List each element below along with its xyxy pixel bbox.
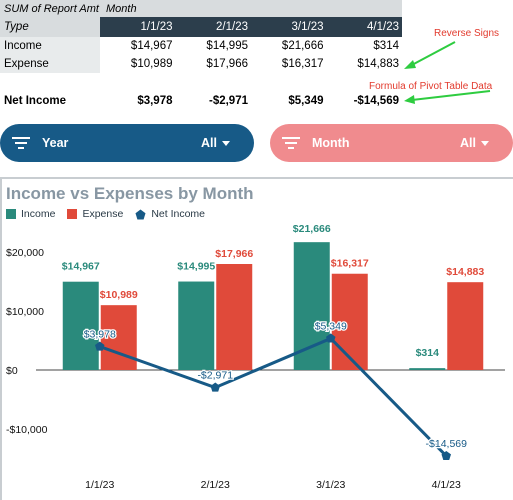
income-data-label: $14,967 (62, 261, 100, 273)
formula-note: Formula of Pivot Table Data (369, 81, 493, 92)
pivot-row-label: Income (0, 37, 100, 55)
chart-plot: $20,000 $10,000 $0 -$10,000 $14,967 $10,989 1/… (6, 225, 505, 491)
net-income-point (441, 451, 451, 460)
pivot-values-label: SUM of Report Amt (4, 2, 99, 15)
expense-bar (447, 282, 484, 370)
pivot-cell[interactable]: $14,883 (357, 58, 399, 70)
y-tick-label: $0 (6, 365, 18, 377)
pivot-column-header: 3/1/23 (291, 21, 324, 33)
pivot-row-income: Income $14,967 $14,995 $21,666 $314 (0, 37, 402, 55)
x-tick-label: 2/1/23 (201, 479, 230, 491)
net-income-point (95, 341, 105, 351)
chart-area[interactable] (0, 177, 513, 500)
month-slicer[interactable]: Month All (270, 124, 513, 162)
year-slicer-value: All (201, 136, 217, 150)
month-slicer-label: Month (312, 136, 350, 150)
net-income-line (99, 336, 448, 458)
pivot-cell[interactable]: $14,995 (206, 40, 248, 52)
pivot-cell[interactable]: $21,666 (281, 40, 324, 52)
net-income-row: Net Income $3,978 -$2,971 $5,349 -$14,56… (0, 91, 402, 111)
x-tick-label: 3/1/23 (316, 479, 345, 491)
pivot-cell[interactable]: $314 (373, 40, 399, 52)
net-income-label: Net Income (4, 95, 66, 107)
chart-legend: Income Expense Net Income (6, 208, 217, 220)
legend-item-net-income: Net Income (135, 208, 205, 220)
pivot-column-header: 4/1/23 (367, 21, 399, 33)
pivot-cell[interactable]: $17,966 (206, 58, 248, 70)
year-slicer[interactable]: Year All (0, 124, 254, 162)
income-bar (62, 281, 99, 370)
chevron-down-icon (481, 140, 489, 146)
pivot-column-header: 2/1/23 (216, 21, 248, 33)
filter-icon (12, 137, 30, 149)
net-income-cell[interactable]: $3,978 (137, 95, 173, 107)
net-income-cell[interactable]: -$2,971 (208, 95, 248, 107)
income-bar (178, 281, 215, 370)
year-slicer-label: Year (42, 136, 69, 150)
expense-data-label: $16,317 (331, 258, 369, 270)
year-slicer-dropdown[interactable]: All (201, 136, 230, 150)
net-income-data-label: -$2,971 (197, 370, 233, 382)
income-bar (409, 368, 446, 370)
arrow-line (411, 90, 491, 101)
y-tick-label: $10,000 (6, 306, 44, 318)
pivot-cell[interactable]: $16,317 (281, 58, 324, 70)
month-slicer-value: All (460, 136, 476, 150)
arrow-line (409, 41, 456, 67)
pivot-table: SUM of Report Amt Month Type 1/1/23 2/1/… (0, 0, 402, 111)
pivot-row-label: Expense (0, 55, 100, 73)
expense-data-label: $17,966 (215, 248, 253, 260)
pentagon-marker-icon (135, 209, 146, 219)
chart-title: Income vs Expenses by Month (6, 184, 254, 203)
legend-item-expense: Expense (67, 208, 123, 220)
income-data-label: $21,666 (293, 225, 331, 235)
pivot-header-row: SUM of Report Amt Month (0, 0, 402, 17)
y-tick-label: -$10,000 (6, 424, 48, 436)
expense-data-label: $14,883 (446, 266, 484, 278)
x-tick-label: 4/1/23 (432, 479, 461, 491)
expense-data-label: $10,989 (100, 289, 138, 301)
expense-bar (216, 264, 253, 370)
income-bar (293, 242, 330, 370)
legend-item-income: Income (6, 208, 55, 220)
legend-label: Income (21, 208, 56, 220)
x-tick-label: 1/1/23 (85, 479, 114, 491)
net-income-point (326, 333, 336, 343)
net-income-data-label: $5,349 (315, 320, 347, 332)
filter-icon (282, 137, 300, 149)
legend-label: Net Income (151, 208, 206, 220)
pivot-row-field[interactable]: Type (0, 17, 100, 37)
arrow-head (404, 95, 415, 104)
reverse-signs-note: Reverse Signs (434, 28, 500, 39)
pivot-column-field[interactable]: Month (106, 2, 137, 15)
pivot-column-header-row: Type 1/1/23 2/1/23 3/1/23 4/1/23 (0, 17, 402, 37)
expense-bar (331, 273, 368, 370)
pivot-row-expense: Expense $10,989 $17,966 $16,317 $14,883 (0, 55, 402, 73)
net-income-cell[interactable]: $5,349 (288, 95, 324, 107)
net-income-data-label: -$14,569 (426, 438, 468, 450)
arrow-head (404, 60, 416, 69)
net-income-data-label: $3,978 (84, 329, 116, 341)
income-data-label: $14,995 (177, 261, 215, 273)
pivot-cell[interactable]: $10,989 (130, 58, 173, 70)
net-income-point (210, 382, 220, 392)
y-tick-label: $20,000 (6, 247, 44, 259)
legend-label: Expense (82, 208, 124, 220)
income-data-label: $314 (416, 347, 440, 359)
pivot-cell[interactable]: $14,967 (130, 40, 173, 52)
expense-bar (100, 305, 137, 370)
chevron-down-icon (222, 140, 230, 146)
pivot-column-header: 1/1/23 (140, 21, 173, 33)
legend-swatch (6, 209, 16, 219)
month-slicer-dropdown[interactable]: All (460, 136, 489, 150)
net-income-cell[interactable]: -$14,569 (353, 95, 399, 107)
legend-swatch (67, 209, 78, 219)
